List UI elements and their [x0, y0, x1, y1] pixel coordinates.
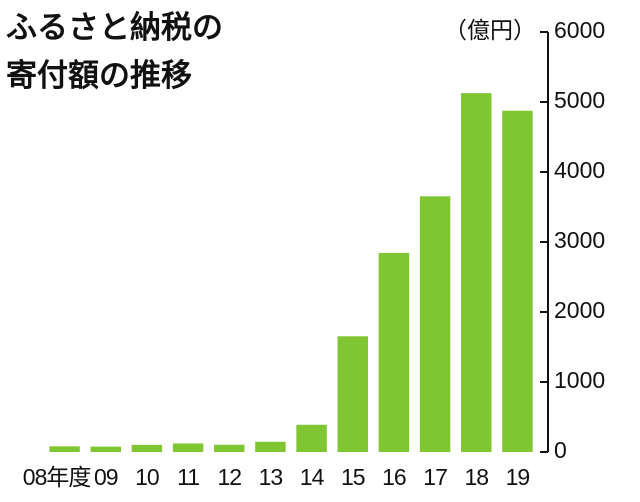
x-tick-label: 13 [259, 464, 283, 490]
x-tick-label: 09 [94, 464, 118, 490]
chart-title-line: 寄付額の推移 [6, 58, 192, 93]
x-tick-label: 08年度 [23, 464, 92, 490]
y-tick-label: 2000 [554, 297, 605, 323]
bar [255, 441, 286, 452]
x-tick-label: 15 [341, 464, 365, 490]
y-axis-label: （億円） [444, 17, 536, 43]
x-tick-label: 12 [217, 464, 241, 490]
bar [90, 446, 121, 452]
y-tick-label: 0 [554, 437, 567, 463]
y-tick-label: 6000 [554, 17, 605, 43]
bar [131, 444, 163, 452]
bar [172, 443, 204, 452]
x-tick-label: 16 [382, 464, 406, 490]
bar [49, 446, 80, 452]
x-tick-label: 17 [423, 464, 447, 490]
y-tick-label: 1000 [554, 367, 605, 393]
y-tick-label: 3000 [554, 227, 605, 253]
bar [214, 444, 245, 452]
x-tick-label: 18 [464, 464, 488, 490]
bar [419, 196, 451, 452]
chart-title-line: ふるさと納税の [6, 10, 223, 45]
y-tick-label: 4000 [554, 157, 605, 183]
y-tick-label: 5000 [554, 87, 605, 113]
x-tick-label: 19 [506, 464, 530, 490]
bar [337, 336, 368, 452]
bar [378, 252, 410, 452]
x-tick-label: 10 [135, 464, 159, 490]
bar [296, 424, 327, 452]
bar [461, 93, 492, 453]
bar [502, 110, 533, 452]
x-tick-label: 14 [300, 464, 325, 490]
x-tick-label: 11 [177, 464, 199, 490]
